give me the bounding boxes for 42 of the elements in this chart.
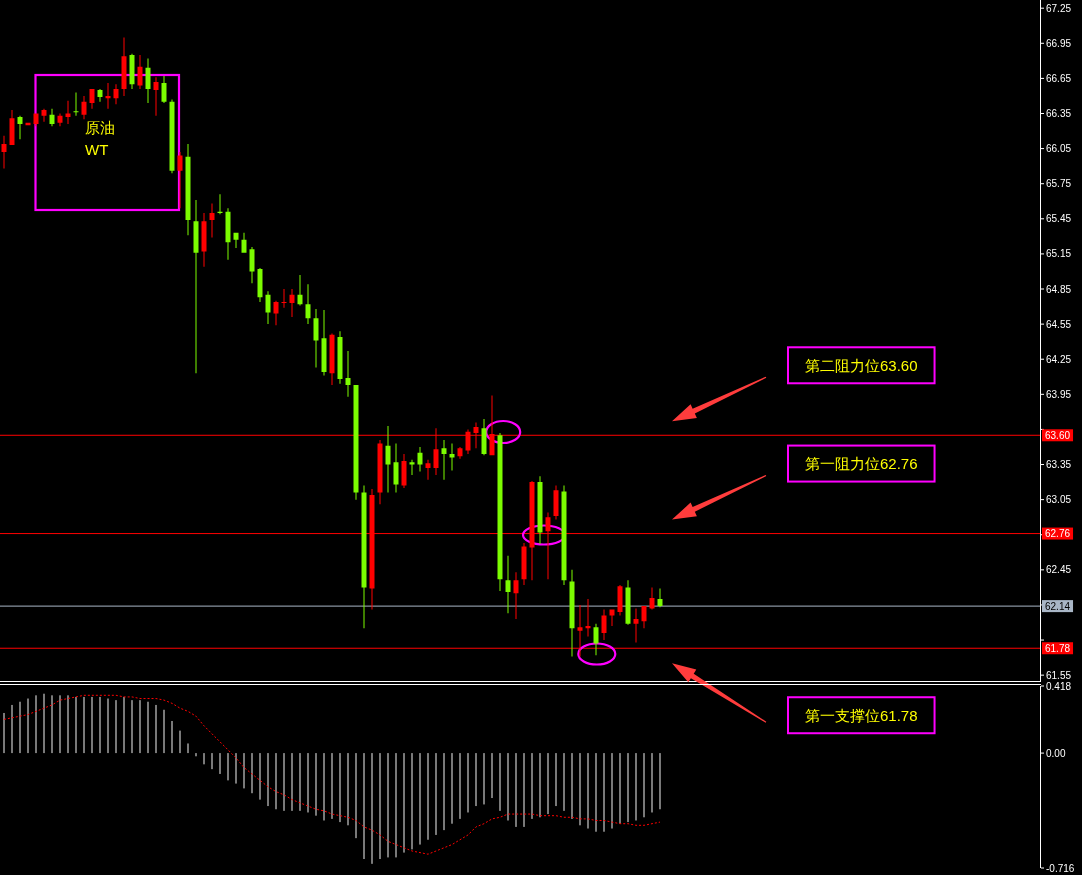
annotation: 第一阻力位62.76 [805,455,918,473]
y-tick-label: 63.95 [1046,388,1072,400]
y-tick-label: -0.716 [1046,862,1075,874]
annotation: 第一支撑位61.78 [805,706,918,724]
y-tick-label: 64.25 [1046,353,1072,365]
candlestick [449,443,455,471]
annotation: 原油 WT [85,119,115,158]
annotation: 第二阻力位63.60 [805,356,918,374]
y-tick-label: 63.35 [1046,459,1072,471]
candlestick [217,194,223,215]
candlestick [633,608,639,643]
y-tick-label: 66.95 [1046,37,1072,49]
candlestick [505,555,511,614]
y-tick-label: 0.00 [1046,747,1066,759]
candlestick [345,351,351,397]
y-tick-label: 65.75 [1046,178,1072,190]
candlestick [281,289,287,308]
candlestick [73,92,79,116]
y-tick-label: 62.45 [1046,564,1072,576]
y-tick-label: 66.65 [1046,72,1072,84]
line-series [3,694,661,855]
y-tick-label: 64.55 [1046,318,1072,330]
candlestick [105,83,111,109]
y-tick-label: 66.35 [1046,108,1072,119]
candlestick [585,599,591,637]
y-tick-label: 63.05 [1046,494,1072,506]
y-tick-label: 61.55 [1046,669,1072,681]
ref-line-label: 62.76 [1045,528,1071,540]
candlestick [209,203,215,238]
candlestick [193,200,199,374]
y-tick-label: 0.418 [1046,680,1072,692]
y-tick-label: 66.05 [1046,143,1072,155]
y-tick-label: 64.85 [1046,283,1072,295]
y-tick-label: 67.25 [1046,2,1072,14]
ref-line-label: 63.60 [1045,429,1071,441]
ref-line-label: 62.14 [1045,600,1071,612]
candlestick [441,439,447,480]
ref-line-label: 61.78 [1045,642,1071,654]
candlestick [425,459,431,480]
candlestick [409,459,415,476]
y-tick-label: 65.45 [1046,213,1072,225]
y-tick-label: 65.15 [1046,248,1072,260]
